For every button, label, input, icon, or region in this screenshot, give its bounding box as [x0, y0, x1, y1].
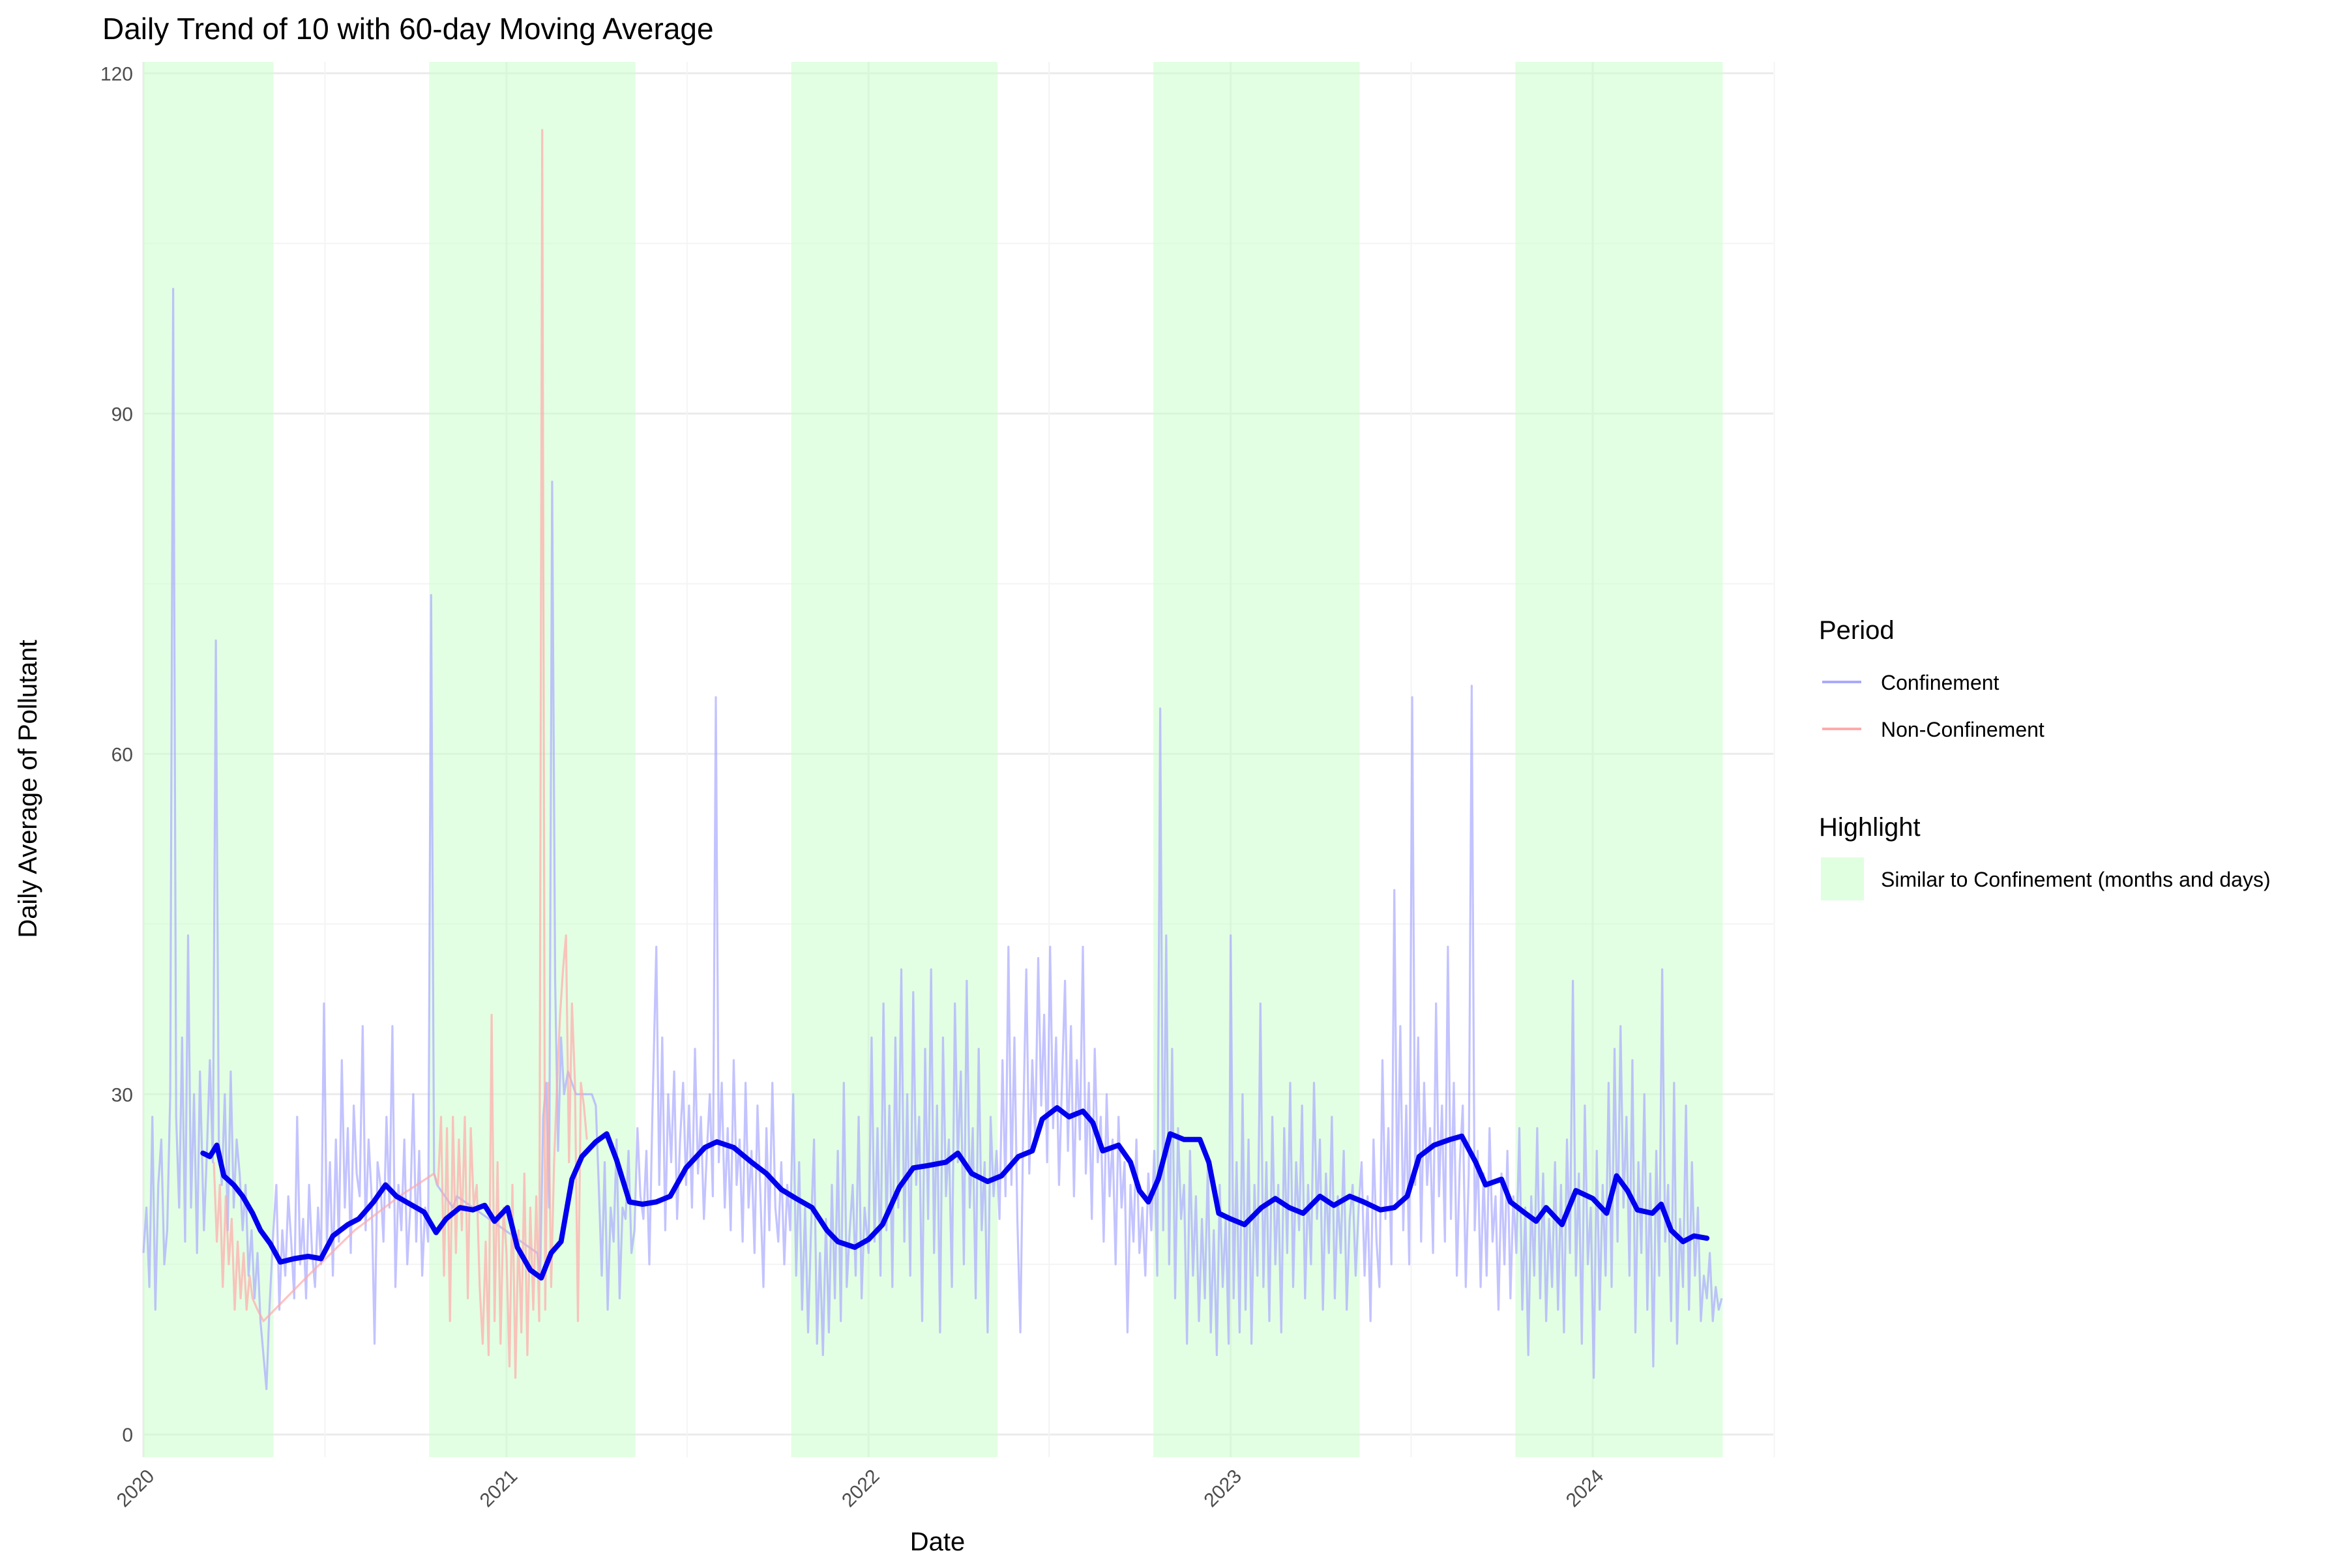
series-line-confinement — [142, 288, 1723, 1391]
series-line-non-confinement — [213, 128, 588, 1379]
legend-swatch-highlight — [1821, 857, 1864, 900]
highlight-band — [791, 62, 998, 1457]
legend-item-highlight: Similar to Confinement (months and days) — [1881, 868, 2271, 891]
chart-title: Daily Trend of 10 with 60-day Moving Ave… — [102, 12, 714, 46]
legend: Period Confinement Non-Confinement Highl… — [1819, 616, 2271, 900]
y-tick-label: 0 — [122, 1425, 133, 1446]
highlight-band — [1515, 62, 1723, 1457]
y-tick-label: 120 — [100, 63, 133, 85]
legend-item-confinement: Confinement — [1881, 671, 2000, 694]
y-tick-label: 60 — [111, 744, 133, 765]
x-axis-label: Date — [910, 1528, 966, 1556]
legend-highlight-title: Highlight — [1819, 813, 1921, 842]
highlight-band — [143, 62, 274, 1457]
moving-average-line — [200, 1105, 1710, 1281]
legend-period-title: Period — [1819, 616, 1895, 645]
y-axis-label: Daily Average of Pollutant — [14, 640, 42, 938]
y-tick-label: 90 — [111, 404, 133, 425]
moving-average — [200, 1105, 1710, 1281]
daily-series — [142, 128, 1723, 1391]
legend-item-non-confinement: Non-Confinement — [1881, 718, 2044, 741]
y-tick-label: 30 — [111, 1084, 133, 1106]
